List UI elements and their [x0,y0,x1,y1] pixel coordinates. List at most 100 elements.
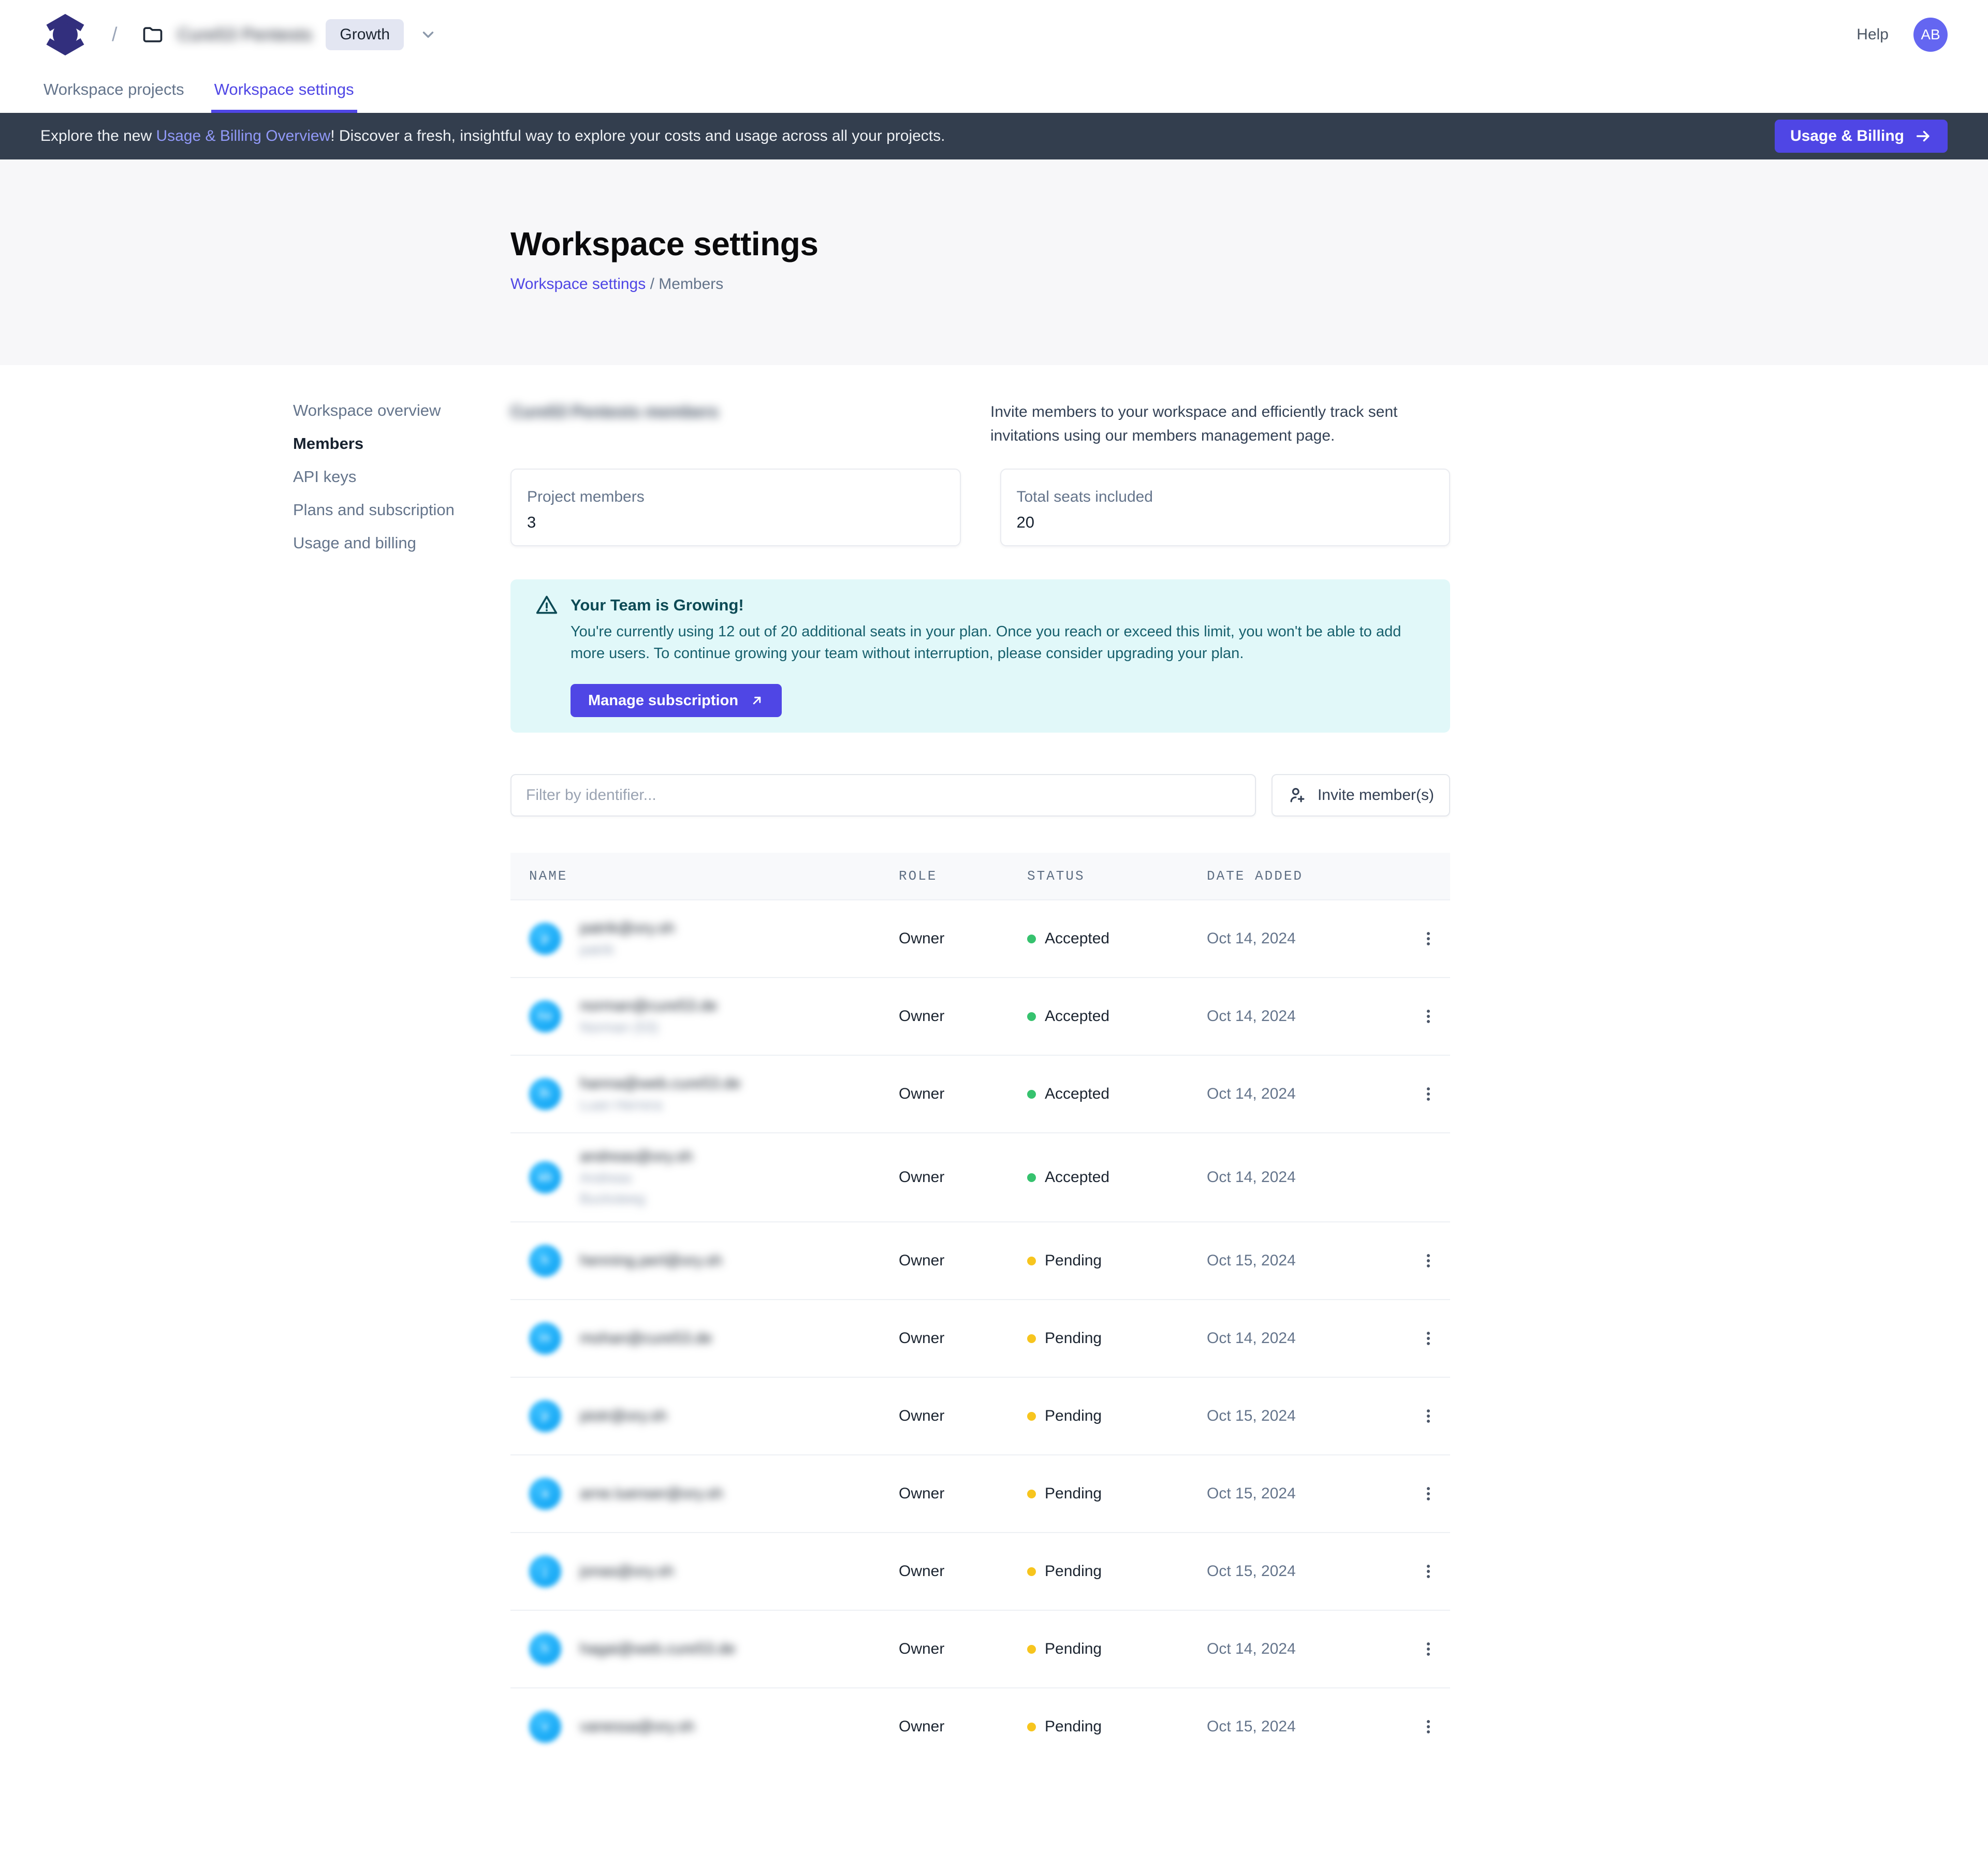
member-avatar: h [529,1245,561,1277]
table-body: p patrik@ory.sh patrik Owner Accepted [510,899,1450,1765]
status-label: Pending [1045,1563,1102,1580]
help-link[interactable]: Help [1857,26,1889,43]
member-identity: henning.perl@ory.sh [580,1252,722,1270]
settings-sidenav: Workspace overview Members API keys Plan… [293,400,510,1765]
row-actions-menu-button[interactable] [1414,1080,1443,1109]
status-dot [1027,934,1036,943]
status-dot [1027,1489,1036,1498]
status-label: Pending [1045,1330,1102,1347]
tab-item[interactable]: Workspace projects [43,80,184,98]
member-identity: hagai@web.cure53.de [580,1640,736,1658]
row-actions-menu-button[interactable] [1414,1712,1443,1741]
member-avatar: v [529,1711,561,1743]
member-date-added: Oct 15, 2024 [1207,1563,1296,1580]
table-row: h henning.perl@ory.sh Owner Pending [510,1221,1450,1299]
manage-subscription-button[interactable]: Manage subscription [571,684,782,717]
member-role: Owner [899,1563,945,1580]
manage-subscription-label: Manage subscription [588,692,739,709]
alert-title: Your Team is Growing! [571,596,744,614]
member-date-added: Oct 14, 2024 [1207,1085,1296,1102]
kebab-menu-icon [1427,932,1430,945]
sidenav-item[interactable]: API keys [293,468,357,486]
row-actions-menu-button[interactable] [1414,1324,1443,1353]
member-identity: hanna@web.cure53.de Luan Herrera [580,1075,741,1113]
member-identity: vanessa@ory.sh [580,1718,695,1736]
ory-logo-icon[interactable] [40,10,90,60]
filter-input[interactable] [510,774,1256,817]
row-actions-menu-button[interactable] [1414,1557,1443,1586]
member-role: Owner [899,1718,945,1735]
stat-label: Total seats included [1016,488,1153,505]
status-label: Pending [1045,1718,1102,1735]
member-display-name: Norman (53) [580,1019,659,1035]
kebab-menu-icon [1427,1487,1430,1500]
sidenav-item[interactable]: Members [293,434,364,453]
member-role: Owner [899,1169,945,1186]
sidenav-item[interactable]: Plans and subscription [293,501,455,519]
usage-billing-button[interactable]: Usage & Billing [1774,120,1948,153]
member-date-added: Oct 14, 2024 [1207,1330,1296,1347]
status-label: Accepted [1045,1008,1110,1025]
member-date-added: Oct 15, 2024 [1207,1718,1296,1735]
member-email: piotr@ory.sh [580,1407,667,1424]
tab-item[interactable]: Workspace settings [211,69,357,113]
usage-billing-banner: Explore the new Usage & Billing Overview… [0,113,1988,159]
kebab-menu-icon [1427,1010,1430,1023]
member-status: Pending [1027,1330,1207,1347]
breadcrumb-separator: / [650,275,654,293]
member-name-cell: m mohan@cure53.de [529,1322,899,1354]
member-identity: andreas@ory.sh Andreas Bucksteeg [580,1148,693,1207]
sidenav-item[interactable]: Workspace overview [293,401,441,419]
member-name-cell: p patrik@ory.sh patrik [529,920,899,958]
member-display-name: patrik [580,942,615,957]
member-role: Owner [899,1330,945,1347]
row-actions-menu-button[interactable] [1414,1246,1443,1275]
member-name-cell: lh hanna@web.cure53.de Luan Herrera [529,1075,899,1113]
row-actions-menu-button[interactable] [1414,924,1443,953]
member-identity: mohan@cure53.de [580,1330,712,1347]
member-identity: piotr@ory.sh [580,1407,667,1425]
breadcrumb-link[interactable]: Workspace settings [510,275,646,293]
member-avatar: p [529,923,561,955]
row-actions-menu-button[interactable] [1414,1002,1443,1031]
alert-header: Your Team is Growing! [535,594,1425,617]
member-identity: arne.luenser@ory.sh [580,1485,723,1503]
chevron-down-icon[interactable] [419,26,437,43]
kebab-menu-icon [1427,1565,1430,1578]
member-role: Owner [899,1407,945,1424]
member-status: Accepted [1027,930,1207,947]
member-email: arne.luenser@ory.sh [580,1485,723,1502]
status-label: Pending [1045,1252,1102,1269]
members-description: Invite members to your workspace and eff… [990,403,1398,444]
page-title: Workspace settings [510,225,818,263]
members-table: NAME ROLE STATUS DATE ADDED p patrik@ory… [510,853,1450,1765]
member-email: jonas@ory.sh [580,1563,674,1580]
usage-billing-button-label: Usage & Billing [1790,127,1904,144]
row-actions-menu-button[interactable] [1414,1635,1443,1664]
usage-billing-overview-link[interactable]: Usage & Billing Overview [156,127,331,144]
member-date-added: Oct 15, 2024 [1207,1252,1296,1269]
stat-card: Project members 3 [510,469,961,546]
member-email: andreas@ory.sh [580,1148,693,1165]
invite-members-button[interactable]: Invite member(s) [1271,774,1450,817]
table-header-row: NAME ROLE STATUS DATE ADDED [510,853,1450,899]
user-avatar[interactable]: AB [1913,18,1948,52]
warning-icon [536,595,558,614]
sidenav-item[interactable]: Usage and billing [293,534,416,552]
member-email: patrik@ory.sh [580,920,675,937]
row-actions-menu-button[interactable] [1414,1479,1443,1508]
status-dot [1027,1411,1036,1421]
members-heading: Cure53 Pentests members [510,402,719,421]
table-row: p patrik@ory.sh patrik Owner Accepted [510,899,1450,977]
row-actions-menu-button[interactable] [1414,1402,1443,1431]
table-row: no norman@cure53.de Norman (53) Owner Ac… [510,977,1450,1055]
member-role: Owner [899,1252,945,1269]
table-row: ab andreas@ory.sh Andreas Bucksteeg Owne… [510,1132,1450,1221]
column-header-name: NAME [529,868,568,884]
member-email: hanna@web.cure53.de [580,1075,741,1092]
column-header-date: DATE ADDED [1207,868,1304,884]
status-dot [1027,1644,1036,1654]
plan-badge[interactable]: Growth [326,19,404,50]
table-row: h hagai@web.cure53.de Owner Pending [510,1610,1450,1687]
member-avatar: j [529,1555,561,1587]
